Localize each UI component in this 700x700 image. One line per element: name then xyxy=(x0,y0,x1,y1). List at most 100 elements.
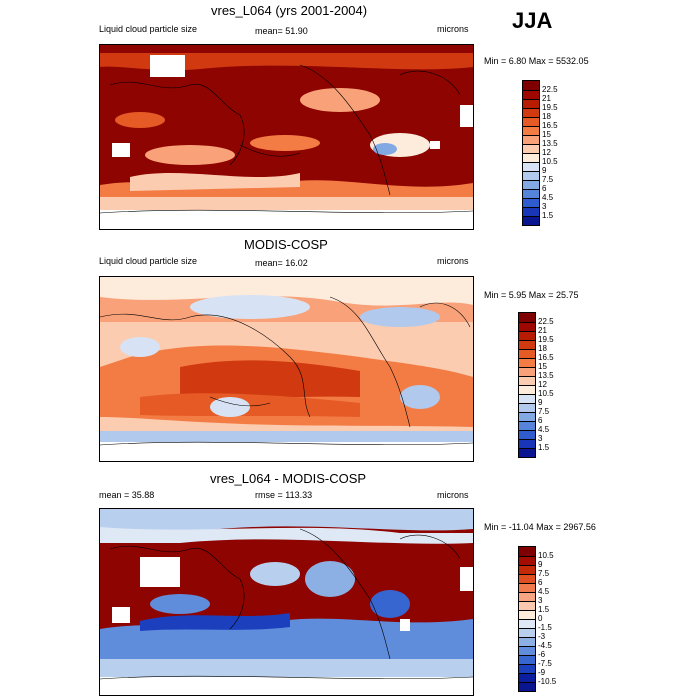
colorbar-box xyxy=(523,171,539,180)
panel3-map xyxy=(99,508,474,696)
cbar3-label: 1.5 xyxy=(538,605,550,614)
panel2-left-label: Liquid cloud particle size xyxy=(99,256,198,266)
colorbar-box xyxy=(523,99,539,108)
panel3-mean: mean = 35.88 xyxy=(99,490,155,500)
colorbar-box xyxy=(523,108,539,117)
colorbar-box xyxy=(523,207,539,216)
panel3-rmse: rmse = 113.33 xyxy=(255,490,313,500)
panel1-map xyxy=(99,44,474,230)
colorbar-box xyxy=(519,358,535,367)
colorbar-box xyxy=(519,619,535,628)
colorbar-box xyxy=(519,439,535,448)
colorbar-box xyxy=(519,340,535,349)
colorbar-box xyxy=(519,601,535,610)
colorbar-box xyxy=(519,367,535,376)
panel1-units: microns xyxy=(437,24,469,34)
panel1-colorbar-labels: 22.5 21 19.5 18 16.5 15 13.5 12 10.5 9 7… xyxy=(542,80,582,224)
cbar2-label: 10.5 xyxy=(538,389,554,398)
colorbar-box xyxy=(519,646,535,655)
colorbar-box xyxy=(523,153,539,162)
panel2-mean: mean= 16.02 xyxy=(255,258,308,268)
cbar1-label: 13.5 xyxy=(542,139,558,148)
cbar1-label: 21 xyxy=(542,94,551,103)
colorbar-box xyxy=(523,189,539,198)
cbar3-label: -3 xyxy=(538,632,546,641)
cbar3-label: -9 xyxy=(538,668,546,677)
colorbar-box xyxy=(519,349,535,358)
panel1-colorbar xyxy=(522,80,540,226)
colorbar-box xyxy=(519,637,535,646)
cbar2-label: 6 xyxy=(538,416,543,425)
cbar1-label: 19.5 xyxy=(542,103,558,112)
colorbar-box xyxy=(519,655,535,664)
panel3-title: vres_L064 - MODIS-COSP xyxy=(210,471,367,486)
panel3-minmax: Min = -11.04 Max = 2967.56 xyxy=(484,522,596,532)
cbar2-label: 13.5 xyxy=(538,371,554,380)
cbar3-label: -10.5 xyxy=(538,677,557,686)
panel1-mean: mean= 51.90 xyxy=(255,26,308,36)
colorbar-box xyxy=(523,144,539,153)
colorbar-box xyxy=(519,682,535,691)
cbar3-label: -1.5 xyxy=(538,623,552,632)
cbar3-label: 4.5 xyxy=(538,587,550,596)
colorbar-box xyxy=(523,126,539,135)
colorbar-box xyxy=(519,313,535,322)
panel2-colorbar xyxy=(518,312,536,458)
cbar2-label: 21 xyxy=(538,326,547,335)
cbar3-label: 0 xyxy=(538,614,543,623)
colorbar-box xyxy=(519,421,535,430)
cbar3-label: 10.5 xyxy=(538,551,554,560)
panel2-units: microns xyxy=(437,256,469,266)
cbar2-label: 4.5 xyxy=(538,425,550,434)
cbar1-label: 9 xyxy=(542,166,547,175)
cbar1-label: 6 xyxy=(542,184,547,193)
colorbar-box xyxy=(519,412,535,421)
cbar2-label: 1.5 xyxy=(538,443,550,452)
cbar2-label: 3 xyxy=(538,434,543,443)
colorbar-box xyxy=(519,403,535,412)
colorbar-box xyxy=(523,90,539,99)
panel1-minmax: Min = 6.80 Max = 5532.05 xyxy=(484,56,589,66)
cbar2-label: 7.5 xyxy=(538,407,550,416)
colorbar-box xyxy=(519,556,535,565)
panel3-colorbar-labels: 10.5 9 7.5 6 4.5 3 1.5 0 -1.5 -3 -4.5 -6… xyxy=(538,546,578,690)
colorbar-box xyxy=(523,198,539,207)
panel2-minmax: Min = 5.95 Max = 25.75 xyxy=(484,290,579,300)
cbar3-label: 9 xyxy=(538,560,543,569)
colorbar-box xyxy=(519,610,535,619)
cbar2-label: 19.5 xyxy=(538,335,554,344)
cbar2-label: 22.5 xyxy=(538,317,554,326)
colorbar-box xyxy=(519,385,535,394)
colorbar-box xyxy=(523,117,539,126)
colorbar-box xyxy=(519,331,535,340)
cbar1-label: 22.5 xyxy=(542,85,558,94)
cbar3-label: -4.5 xyxy=(538,641,552,650)
colorbar-box xyxy=(523,81,539,90)
colorbar-box xyxy=(519,583,535,592)
cbar3-label: -6 xyxy=(538,650,546,659)
colorbar-box xyxy=(523,135,539,144)
cbar1-label: 4.5 xyxy=(542,193,554,202)
colorbar-box xyxy=(519,547,535,556)
colorbar-box xyxy=(519,376,535,385)
colorbar-box xyxy=(519,628,535,637)
colorbar-box xyxy=(523,216,539,225)
panel2-map xyxy=(99,276,474,462)
cbar3-label: -7.5 xyxy=(538,659,552,668)
cbar1-label: 18 xyxy=(542,112,551,121)
cbar1-label: 3 xyxy=(542,202,547,211)
colorbar-box xyxy=(519,565,535,574)
panel1-title: vres_L064 (yrs 2001-2004) xyxy=(211,3,368,18)
colorbar-box xyxy=(519,673,535,682)
panel3-colorbar xyxy=(518,546,536,692)
colorbar-box xyxy=(519,664,535,673)
cbar3-label: 3 xyxy=(538,596,543,605)
colorbar-box xyxy=(519,574,535,583)
colorbar-box xyxy=(519,430,535,439)
cbar3-label: 7.5 xyxy=(538,569,550,578)
colorbar-box xyxy=(523,162,539,171)
cbar3-label: 6 xyxy=(538,578,543,587)
cbar1-label: 7.5 xyxy=(542,175,554,184)
cbar1-label: 10.5 xyxy=(542,157,558,166)
cbar2-label: 12 xyxy=(538,380,547,389)
